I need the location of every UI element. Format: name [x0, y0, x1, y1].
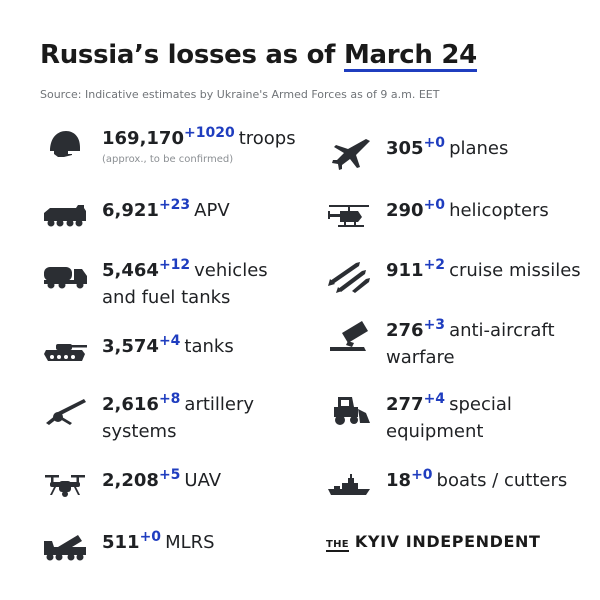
page-title: Russia’s losses as of March 24: [40, 40, 477, 70]
mlrs-icon: [40, 530, 90, 566]
stat-value: 169,170: [102, 128, 184, 149]
stat-value: 2,616: [102, 394, 159, 415]
stat-value: 277: [386, 394, 424, 415]
plane-icon: [324, 136, 374, 172]
anti-aircraft-icon: [324, 318, 374, 354]
stat-delta: +0: [423, 197, 446, 213]
stat-uav: 2,208+5 UAV: [40, 467, 222, 504]
stat-value: 6,921: [102, 200, 159, 221]
stat-label: UAV: [184, 470, 222, 491]
stat-label-line2: equipment: [386, 421, 484, 442]
helmet-icon: [40, 126, 90, 162]
drone-icon: [40, 468, 90, 504]
stat-troops: 169,170+1020 troops (approx., to be confi…: [40, 125, 296, 166]
stat-delta: +1020: [183, 125, 235, 141]
helicopter-icon: [324, 198, 374, 234]
stat-delta: +23: [158, 197, 191, 213]
stat-value: 290: [386, 200, 424, 221]
stat-value: 276: [386, 320, 424, 341]
stat-cruise-missiles: 911+2 cruise missiles: [324, 257, 581, 294]
logo-the: THE: [326, 539, 349, 552]
stat-mlrs: 511+0 MLRS: [40, 529, 215, 566]
stat-planes: 305+0 planes: [324, 135, 509, 172]
stat-label: special: [449, 394, 512, 415]
stat-delta: +5: [158, 467, 181, 483]
fuel-truck-icon: [40, 258, 90, 294]
stat-label: artillery: [184, 394, 255, 415]
stat-vehicles: 5,464+12 vehicles and fuel tanks: [40, 257, 268, 311]
stat-delta: +2: [423, 257, 446, 273]
artillery-icon: [40, 392, 90, 428]
stat-tanks: 3,574+4 tanks: [40, 333, 234, 370]
stat-delta: +3: [423, 317, 446, 333]
stat-label: troops: [238, 128, 296, 149]
stat-label: boats / cutters: [436, 470, 568, 491]
stat-value: 5,464: [102, 260, 159, 281]
stat-delta: +4: [158, 333, 181, 349]
stat-delta: +0: [139, 529, 162, 545]
tank-icon: [40, 334, 90, 370]
stat-label-line2: systems: [102, 421, 177, 442]
stat-apv: 6,921+23 APV: [40, 197, 230, 234]
stat-artillery: 2,616+8 artillery systems: [40, 391, 255, 445]
source-note: Source: Indicative estimates by Ukraine'…: [40, 88, 440, 101]
stat-delta: +0: [423, 135, 446, 151]
stat-label-line2: warfare: [386, 347, 455, 368]
missiles-icon: [324, 258, 374, 294]
stat-label: anti-aircraft: [449, 320, 555, 341]
stat-delta: +0: [411, 467, 433, 483]
stat-note: (approx., to be confirmed): [102, 154, 234, 165]
stat-label: cruise missiles: [449, 260, 581, 281]
stat-value: 18: [386, 470, 412, 491]
stat-boats: 18+0 boats / cutters: [324, 467, 568, 504]
stat-delta: +4: [423, 391, 446, 407]
stat-value: 2,208: [102, 470, 159, 491]
stat-label: helicopters: [449, 200, 549, 221]
stat-value: 305: [386, 138, 424, 159]
stat-label-line2: and fuel tanks: [102, 287, 231, 308]
logo-name: KYIV INDEPENDENT: [354, 532, 541, 551]
stat-label: planes: [449, 138, 509, 159]
kyiv-independent-logo: THE KYIV INDEPENDENT: [326, 532, 541, 552]
stat-special-equipment: 277+4 special equipment: [324, 391, 512, 445]
stat-value: 3,574: [102, 336, 159, 357]
title-prefix: Russia’s losses as of: [40, 40, 344, 70]
stat-label: tanks: [184, 336, 234, 357]
boat-icon: [324, 468, 374, 504]
special-equipment-icon: [324, 392, 374, 428]
stat-label: APV: [194, 200, 230, 221]
stat-label: MLRS: [165, 532, 215, 553]
title-date: March 24: [343, 40, 477, 70]
stat-value: 511: [102, 532, 140, 553]
stat-label: vehicles: [194, 260, 268, 281]
apv-icon: [40, 198, 90, 234]
stat-value: 911: [386, 260, 424, 281]
stat-delta: +12: [158, 257, 191, 273]
stat-delta: +8: [158, 391, 181, 407]
stat-helicopters: 290+0 helicopters: [324, 197, 549, 234]
stat-anti-aircraft: 276+3 anti-aircraft warfare: [324, 317, 555, 371]
